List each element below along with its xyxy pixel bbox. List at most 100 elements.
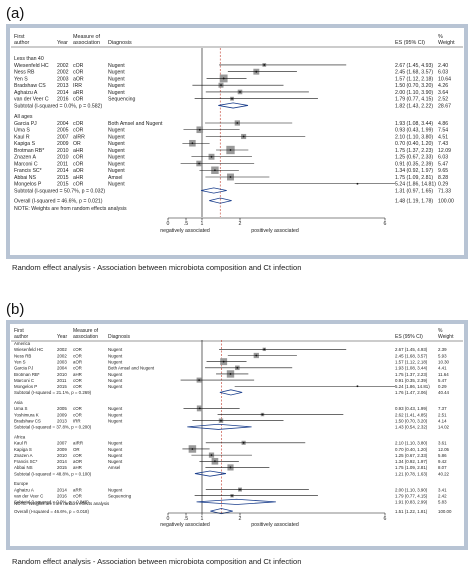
subtotal-weight: 14.02	[438, 425, 450, 430]
study-measure: cOR	[73, 121, 84, 127]
weights-note: NOTE: Weights are from random effects an…	[14, 501, 110, 506]
x-tick-label: 6	[384, 516, 387, 522]
study-diagnosis: Nugent	[108, 418, 123, 423]
study-diagnosis: Nugent	[108, 412, 123, 417]
study-year: 2005	[57, 128, 69, 134]
study-weight: 6.03	[438, 155, 448, 161]
study-diagnosis: Nugent	[108, 378, 123, 383]
study-diagnosis: Nugent	[108, 359, 123, 364]
study-year: 2011	[57, 378, 67, 383]
subtotal-es: 1.21 (0.78, 1.63)	[395, 471, 428, 476]
study-es: 0.91 (0.35, 2.39)	[395, 161, 433, 167]
header-weight: Weight	[438, 334, 454, 340]
study-diagnosis: Amsel	[108, 175, 122, 181]
study-author: Mongelos P	[14, 384, 37, 389]
study-author: Garcia PJ	[14, 366, 33, 371]
subtotal-diamond	[218, 102, 249, 109]
study-year: 2002	[57, 70, 69, 76]
study-weight: 8.28	[438, 175, 448, 181]
study-weight: 4.51	[438, 134, 448, 140]
study-year: 2010	[57, 372, 67, 377]
study-author: van der Veer C	[14, 97, 49, 103]
study-author: Brotman RB*	[14, 148, 44, 154]
study-measure: cOR	[73, 70, 84, 76]
study-weight: 4.26	[438, 83, 448, 89]
study-weight: 3.41	[438, 487, 447, 492]
header-measure: association	[73, 40, 100, 46]
x-tick-label: .5	[184, 221, 188, 227]
study-measure: aHR	[73, 465, 82, 470]
header-measure: Measure of	[73, 34, 100, 40]
study-point	[242, 135, 245, 138]
study-year: 2009	[57, 447, 67, 452]
study-year: 2016	[57, 494, 67, 499]
panel-label: (a)	[6, 5, 24, 22]
study-year: 2013	[57, 83, 69, 89]
study-diagnosis: Nugent	[108, 406, 123, 411]
study-weight: 4.14	[438, 418, 447, 423]
study-measure: cOR	[73, 384, 82, 389]
study-measure: cOR	[73, 406, 82, 411]
study-weight: 0.29	[438, 384, 447, 389]
study-weight: 7.37	[438, 406, 447, 411]
study-author: Bradshaw CS	[14, 418, 41, 423]
study-measure: cOR	[73, 182, 84, 188]
study-measure: aRR	[73, 487, 82, 492]
study-es: 0.70 (0.40, 1.20)	[395, 141, 433, 147]
study-es: 2.45 (1.68, 3.57)	[395, 70, 433, 76]
study-author: Yen S	[14, 359, 26, 364]
study-measure: aOR	[73, 76, 84, 82]
study-es: 1.75 (1.37, 2.23)	[395, 372, 428, 377]
subtotal-es: 1.82 (1.43, 2.22)	[395, 103, 433, 109]
study-es: 1.50 (0.70, 3.20)	[395, 83, 433, 89]
study-measure: cOR	[73, 97, 84, 103]
subtotal-diamond	[187, 423, 252, 430]
study-measure: cOR	[73, 347, 82, 352]
study-diagnosis: Nugent	[108, 161, 125, 167]
study-weight: 5.93	[438, 353, 447, 358]
figure-caption: Random effect analysis - Association bet…	[12, 263, 301, 272]
study-measure: aHR	[73, 175, 84, 181]
group-label: Africa	[14, 434, 26, 439]
x-tick-label: 6	[384, 221, 387, 227]
study-diagnosis: Nugent	[108, 384, 123, 389]
study-author: Aghaizu A	[14, 90, 38, 96]
study-author: Znazen A	[14, 155, 36, 161]
study-year: 2009	[57, 141, 69, 147]
study-measure: aHR	[73, 372, 82, 377]
header-study: First	[14, 34, 25, 40]
study-year: 2003	[57, 359, 67, 364]
study-point	[191, 448, 194, 450]
study-year: 2004	[57, 121, 69, 127]
study-author: Marconi C	[14, 161, 38, 167]
study-point	[263, 64, 266, 66]
study-author: Wiesenfeld HC	[14, 63, 49, 69]
subtotal-label: Subtotal (I-squared = 0.0%, p = 0.848)	[14, 500, 89, 505]
study-author: Uma S	[14, 406, 27, 411]
study-point	[229, 149, 232, 151]
group-label: All ages	[14, 114, 33, 120]
study-weight: 4.86	[438, 121, 448, 127]
study-weight: 10.64	[438, 76, 451, 82]
x-tick-label: 2	[239, 516, 242, 522]
header-study: author	[14, 40, 29, 46]
subtotal-weight: 28.67	[438, 103, 451, 109]
study-year: 2002	[57, 353, 67, 358]
study-es: 1.75 (1.09, 2.81)	[395, 465, 428, 470]
study-es: 2.67 (1.45, 4.93)	[395, 347, 428, 352]
study-point	[242, 441, 245, 444]
study-year: 2015	[57, 175, 69, 181]
group-label: Europe	[14, 481, 29, 486]
study-diagnosis: Nugent	[108, 372, 123, 377]
study-measure: cOR	[73, 378, 82, 383]
study-measure: cOR	[73, 494, 82, 499]
study-point	[222, 360, 225, 363]
study-point	[356, 182, 359, 185]
study-es: 1.79 (0.77, 4.15)	[395, 494, 428, 499]
study-diagnosis: Nugent	[108, 90, 125, 96]
header-weight: Weight	[438, 40, 455, 46]
study-diagnosis: Sequencing	[108, 494, 132, 499]
overall-weight: 100.00	[438, 198, 454, 204]
